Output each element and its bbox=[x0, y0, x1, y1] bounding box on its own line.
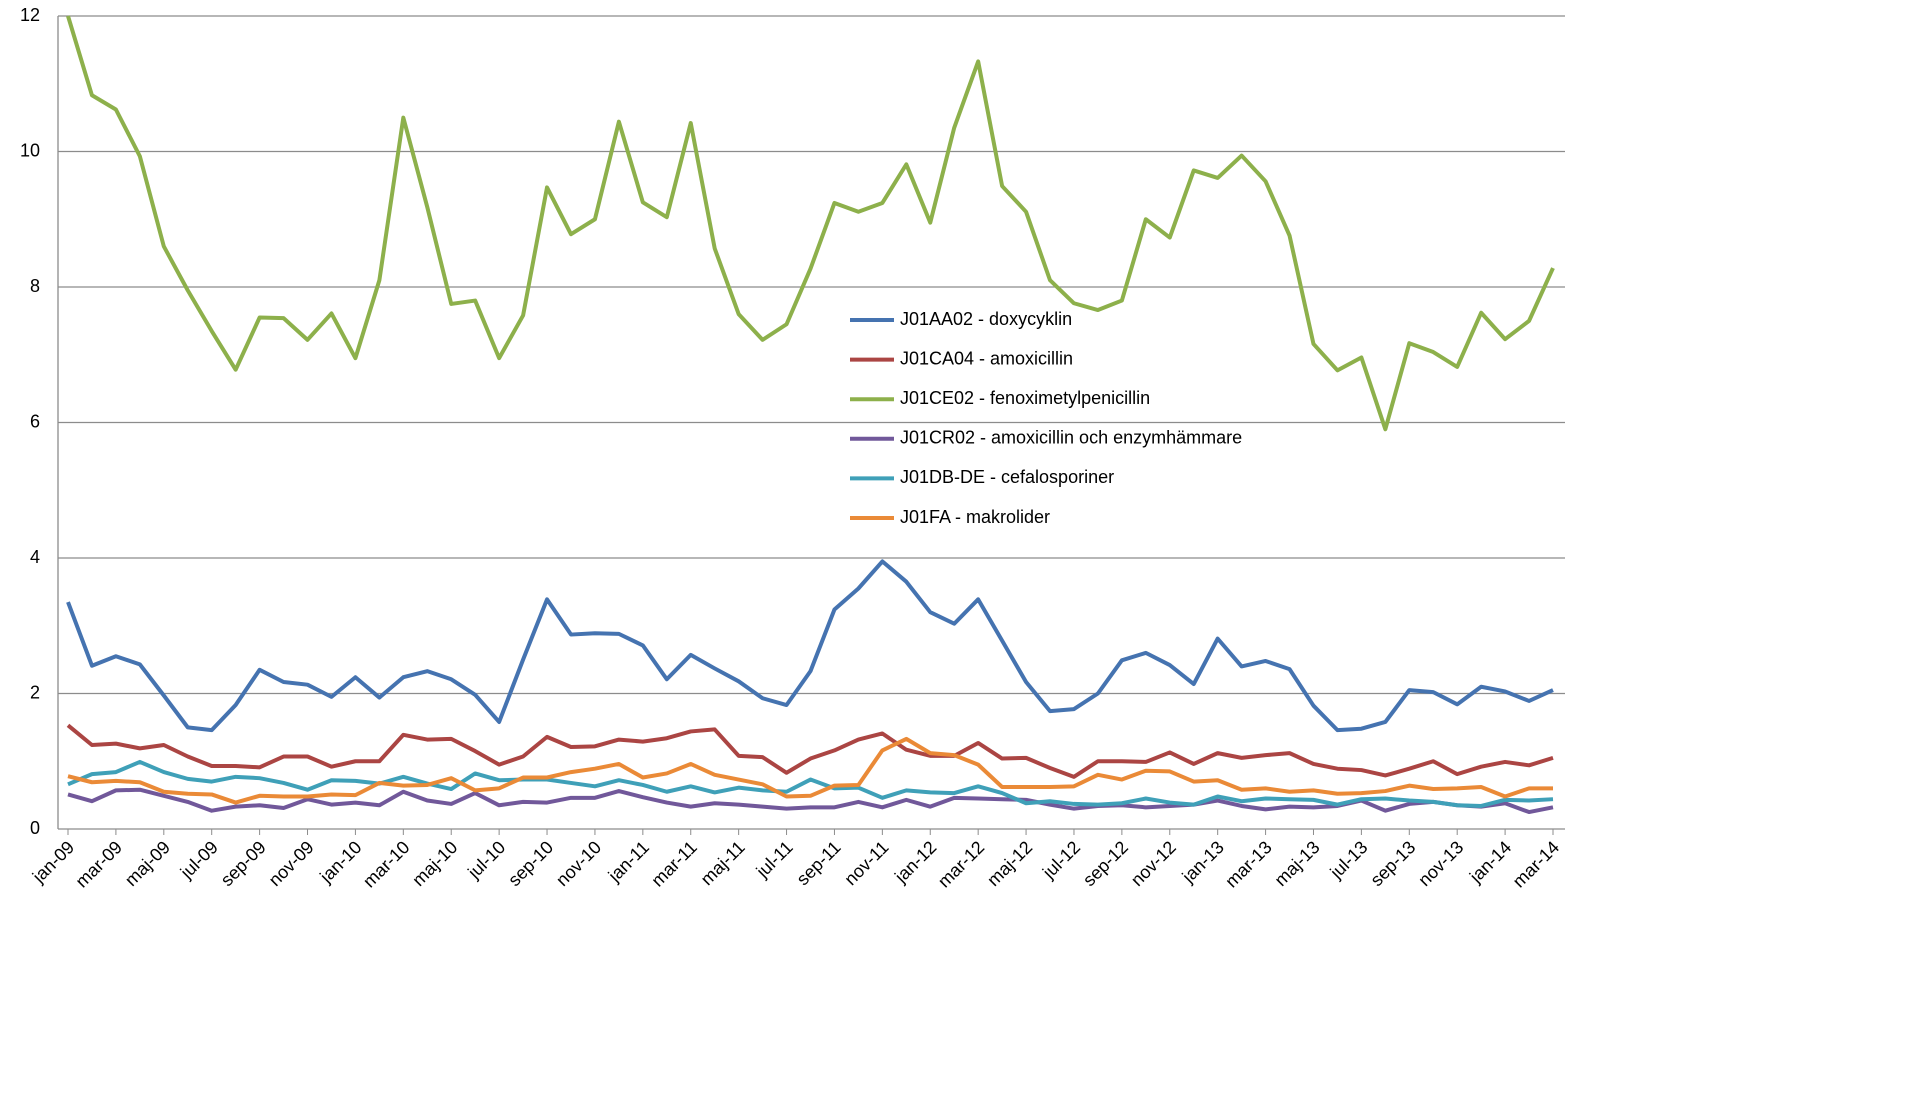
y-tick-label: 12 bbox=[20, 5, 40, 25]
x-tick-label: maj-09 bbox=[121, 837, 174, 890]
x-tick-label: nov-10 bbox=[552, 837, 605, 890]
x-tick-label: jul-09 bbox=[176, 837, 222, 883]
legend-label: J01AA02 - doxycyklin bbox=[900, 309, 1072, 329]
y-tick-label: 6 bbox=[30, 411, 40, 431]
x-tick-label: sep-13 bbox=[1366, 837, 1419, 890]
x-tick-label: jan-10 bbox=[315, 837, 365, 887]
x-tick-label: jan-12 bbox=[890, 837, 940, 887]
x-tick-label: jan-11 bbox=[604, 837, 653, 886]
series-line bbox=[67, 787, 1554, 815]
x-tick-label: mar-11 bbox=[647, 837, 701, 891]
legend-label: J01CR02 - amoxicillin och enzymhämmare bbox=[900, 428, 1242, 448]
y-tick-label: 2 bbox=[30, 682, 40, 702]
y-tick-label: 10 bbox=[20, 140, 40, 160]
x-tick-label: nov-12 bbox=[1127, 837, 1180, 890]
x-tick-label: nov-11 bbox=[840, 837, 892, 889]
legend-label: J01DB-DE - cefalosporiner bbox=[900, 467, 1114, 487]
x-tick-label: sep-12 bbox=[1079, 837, 1132, 890]
legend-label: J01FA - makrolider bbox=[900, 507, 1050, 527]
x-tick-label: jan-09 bbox=[28, 837, 78, 887]
x-tick-label: jul-11 bbox=[752, 837, 797, 882]
x-tick-label: jan-13 bbox=[1178, 837, 1228, 887]
x-tick-label: nov-09 bbox=[265, 837, 318, 890]
x-tick-label: mar-09 bbox=[72, 837, 126, 891]
x-tick-label: jul-10 bbox=[463, 837, 509, 883]
series-line bbox=[66, 15, 1555, 432]
x-tick-label: jul-12 bbox=[1038, 837, 1084, 883]
x-tick-label: mar-10 bbox=[359, 837, 413, 891]
y-tick-label: 8 bbox=[30, 276, 40, 296]
x-tick-label: nov-13 bbox=[1414, 837, 1467, 890]
legend-label: J01CA04 - amoxicillin bbox=[900, 348, 1073, 368]
x-tick-label: jul-13 bbox=[1326, 837, 1372, 883]
y-tick-label: 0 bbox=[30, 818, 40, 838]
x-tick-label: mar-12 bbox=[934, 837, 988, 891]
series-line bbox=[67, 736, 1553, 805]
x-tick-label: jan-14 bbox=[1465, 837, 1515, 887]
series-line bbox=[67, 759, 1554, 808]
x-tick-label: maj-11 bbox=[697, 837, 749, 889]
x-tick-label: maj-10 bbox=[408, 837, 461, 890]
x-tick-label: sep-10 bbox=[504, 837, 557, 890]
x-tick-label: mar-14 bbox=[1509, 837, 1563, 891]
x-tick-label: sep-11 bbox=[793, 837, 845, 889]
y-tick-label: 4 bbox=[30, 547, 40, 567]
x-tick-label: maj-13 bbox=[1271, 837, 1324, 890]
series-line bbox=[66, 723, 1554, 779]
x-tick-label: mar-13 bbox=[1221, 837, 1275, 891]
x-tick-label: maj-12 bbox=[983, 837, 1036, 890]
x-tick-label: sep-09 bbox=[217, 837, 270, 890]
legend-label: J01CE02 - fenoximetylpenicillin bbox=[900, 388, 1150, 408]
series-line bbox=[66, 559, 1554, 733]
